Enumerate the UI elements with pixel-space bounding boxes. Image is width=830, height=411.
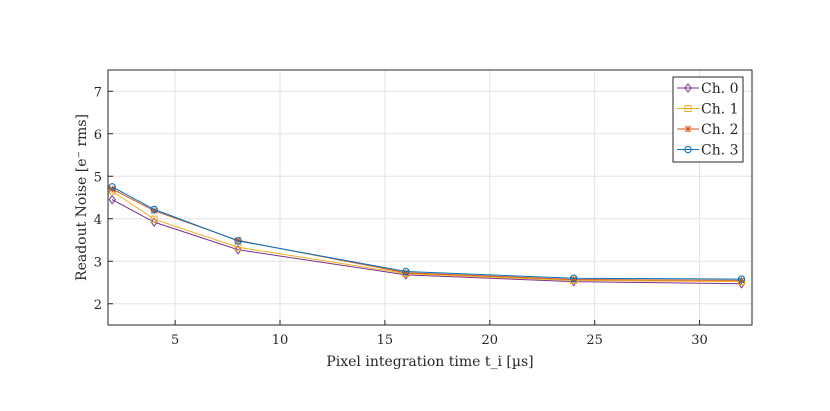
y-tick-label: 6 xyxy=(94,128,102,143)
y-tick-label: 7 xyxy=(94,85,102,100)
legend-marker xyxy=(684,105,692,112)
legend-label: Ch. 1 xyxy=(701,102,739,118)
x-tick-label: 20 xyxy=(482,333,499,348)
data-point xyxy=(108,183,116,191)
x-tick-label: 15 xyxy=(377,333,394,348)
x-tick-label: 30 xyxy=(691,333,708,348)
series-ch-3 xyxy=(108,183,746,283)
data-point xyxy=(737,275,746,283)
data-point xyxy=(570,276,578,284)
legend-marker xyxy=(684,83,692,93)
legend-label: Ch. 2 xyxy=(701,122,739,138)
series-ch-1 xyxy=(108,187,746,286)
y-tick-label: 5 xyxy=(94,170,102,185)
legend-item: Ch. 3 xyxy=(677,143,739,159)
data-point xyxy=(234,237,242,245)
axis-ticks: 5 10 15 20 25 30 2 3 4 5 6 7 xyxy=(94,85,708,348)
series-group xyxy=(108,183,746,289)
series-line xyxy=(111,199,742,285)
x-tick-label: 10 xyxy=(272,333,289,348)
series-ch-2 xyxy=(108,185,746,284)
data-point xyxy=(402,267,410,276)
grid xyxy=(108,70,752,325)
legend-box xyxy=(672,76,744,163)
legend-item: Ch. 2 xyxy=(677,122,739,138)
x-tick-label: 25 xyxy=(586,333,603,348)
legend-label: Ch. 0 xyxy=(701,81,739,97)
data-point xyxy=(150,215,158,223)
data-point xyxy=(108,194,116,205)
legend-label: Ch. 3 xyxy=(701,143,739,159)
legend: Ch. 0 Ch. 1 Ch. 2 Ch. 3 xyxy=(672,76,744,163)
x-tick-label: 5 xyxy=(171,333,179,348)
legend-item: Ch. 1 xyxy=(677,102,739,118)
plot-area xyxy=(107,69,753,326)
series-line xyxy=(111,186,742,280)
data-point xyxy=(569,274,578,282)
y-tick-label: 2 xyxy=(94,298,102,313)
data-point xyxy=(402,269,410,277)
legend-marker xyxy=(684,125,692,133)
data-point xyxy=(738,276,746,284)
data-point xyxy=(234,244,242,255)
data-point xyxy=(150,217,158,227)
data-point xyxy=(150,205,158,214)
legend-marker xyxy=(684,145,692,154)
data-point xyxy=(150,207,158,215)
y-tick-label: 3 xyxy=(94,255,102,270)
series-line xyxy=(111,190,742,283)
y-axis-title: Readout Noise [e⁻ rms] xyxy=(74,114,90,281)
series-line xyxy=(111,188,742,281)
data-point xyxy=(108,185,116,193)
x-axis-title: Pixel integration time t_i [µs] xyxy=(326,354,533,370)
y-tick-label: 4 xyxy=(94,213,102,228)
legend-item: Ch. 0 xyxy=(677,81,739,97)
